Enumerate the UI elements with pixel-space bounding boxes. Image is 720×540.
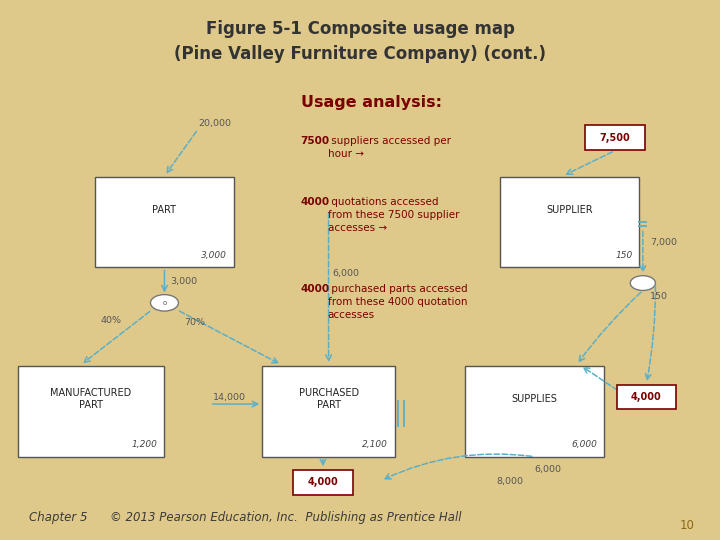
Text: suppliers accessed per
hour →: suppliers accessed per hour →	[328, 136, 451, 159]
Text: Chapter 5      © 2013 Pearson Education, Inc.  Publishing as Prentice Hall: Chapter 5 © 2013 Pearson Education, Inc.…	[29, 511, 462, 524]
Text: 10: 10	[680, 519, 695, 532]
Text: 7500: 7500	[301, 136, 330, 146]
FancyBboxPatch shape	[18, 366, 164, 457]
Text: 6,000: 6,000	[534, 465, 562, 475]
Text: 3,000: 3,000	[170, 276, 197, 286]
Text: 20,000: 20,000	[198, 119, 231, 129]
Text: 7,000: 7,000	[650, 238, 677, 247]
Text: 1,200: 1,200	[132, 440, 158, 449]
FancyBboxPatch shape	[500, 177, 639, 267]
Circle shape	[150, 295, 179, 311]
FancyBboxPatch shape	[616, 384, 676, 409]
Text: MANUFACTURED
PART: MANUFACTURED PART	[50, 388, 132, 410]
Text: SUPPLIER: SUPPLIER	[546, 205, 593, 214]
Text: 150: 150	[615, 251, 632, 260]
FancyBboxPatch shape	[262, 366, 395, 457]
Text: 14,000: 14,000	[213, 393, 246, 402]
Text: 8,000: 8,000	[496, 477, 523, 486]
Text: o: o	[162, 300, 166, 306]
FancyBboxPatch shape	[293, 470, 353, 495]
Text: SUPPLIES: SUPPLIES	[512, 394, 557, 404]
Text: PURCHASED
PART: PURCHASED PART	[299, 388, 359, 410]
Text: 4000: 4000	[301, 198, 330, 207]
Text: 4,000: 4,000	[307, 477, 338, 487]
Text: Figure 5-1 Composite usage map
(Pine Valley Furniture Company) (cont.): Figure 5-1 Composite usage map (Pine Val…	[174, 21, 546, 63]
Text: 4,000: 4,000	[631, 392, 662, 402]
Text: 7,500: 7,500	[600, 133, 630, 143]
Text: 2,100: 2,100	[362, 440, 388, 449]
Text: 6,000: 6,000	[332, 269, 359, 278]
Text: 40%: 40%	[100, 315, 121, 325]
FancyBboxPatch shape	[94, 177, 234, 267]
Text: 3,000: 3,000	[202, 251, 228, 260]
Text: Usage analysis:: Usage analysis:	[301, 94, 441, 110]
Text: quotations accessed
from these 7500 supplier
accesses →: quotations accessed from these 7500 supp…	[328, 198, 459, 233]
Text: 4000: 4000	[301, 284, 330, 294]
Text: 6,000: 6,000	[572, 440, 598, 449]
Text: 150: 150	[650, 292, 668, 301]
Text: PART: PART	[153, 205, 176, 214]
Text: 70%: 70%	[184, 318, 205, 327]
FancyBboxPatch shape	[585, 125, 644, 150]
Text: purchased parts accessed
from these 4000 quotation
accesses: purchased parts accessed from these 4000…	[328, 284, 467, 320]
Circle shape	[630, 276, 655, 291]
FancyBboxPatch shape	[465, 366, 605, 457]
